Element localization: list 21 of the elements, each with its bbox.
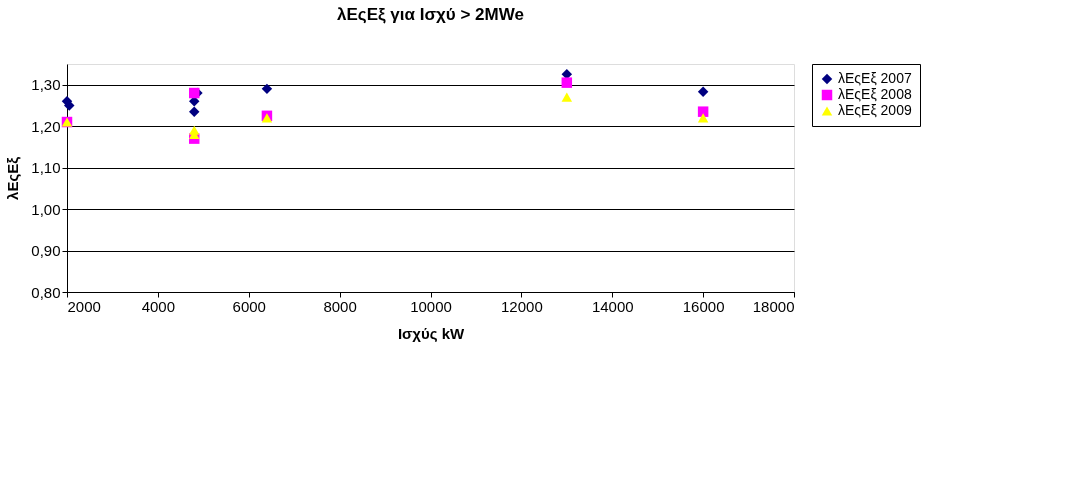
y-tick-label: 1,00 [31,200,61,218]
x-tick-label: 16000 [682,297,725,315]
x-tick-label: 18000 [752,297,795,315]
legend-label: λΕςΕξ 2009 [838,102,912,118]
x-tick-label: 2000 [67,297,101,315]
y-tick-label: 1,30 [31,76,61,94]
y-tick-label: 1,10 [31,159,61,177]
x-tick-label: 12000 [501,297,543,315]
chart-title: λΕςΕξ για Ισχύ > 2MWe [337,4,524,24]
x-axis-title: Ισχύς kW [397,324,465,342]
y-tick-label: 1,20 [31,117,61,135]
x-tick-label: 4000 [141,297,176,315]
y-tick-label: 0,90 [31,242,61,260]
x-tick-label: 10000 [410,297,452,315]
x-tick-label: 6000 [232,297,266,315]
x-tick-label: 8000 [323,297,357,315]
y-tick-label: 0,80 [31,283,61,301]
legend-label: λΕςΕξ 2007 [838,70,912,86]
legend-label: λΕςΕξ 2008 [838,86,912,102]
x-tick-label: 14000 [591,297,634,315]
y-axis-title: λΕςΕξ [4,156,22,200]
